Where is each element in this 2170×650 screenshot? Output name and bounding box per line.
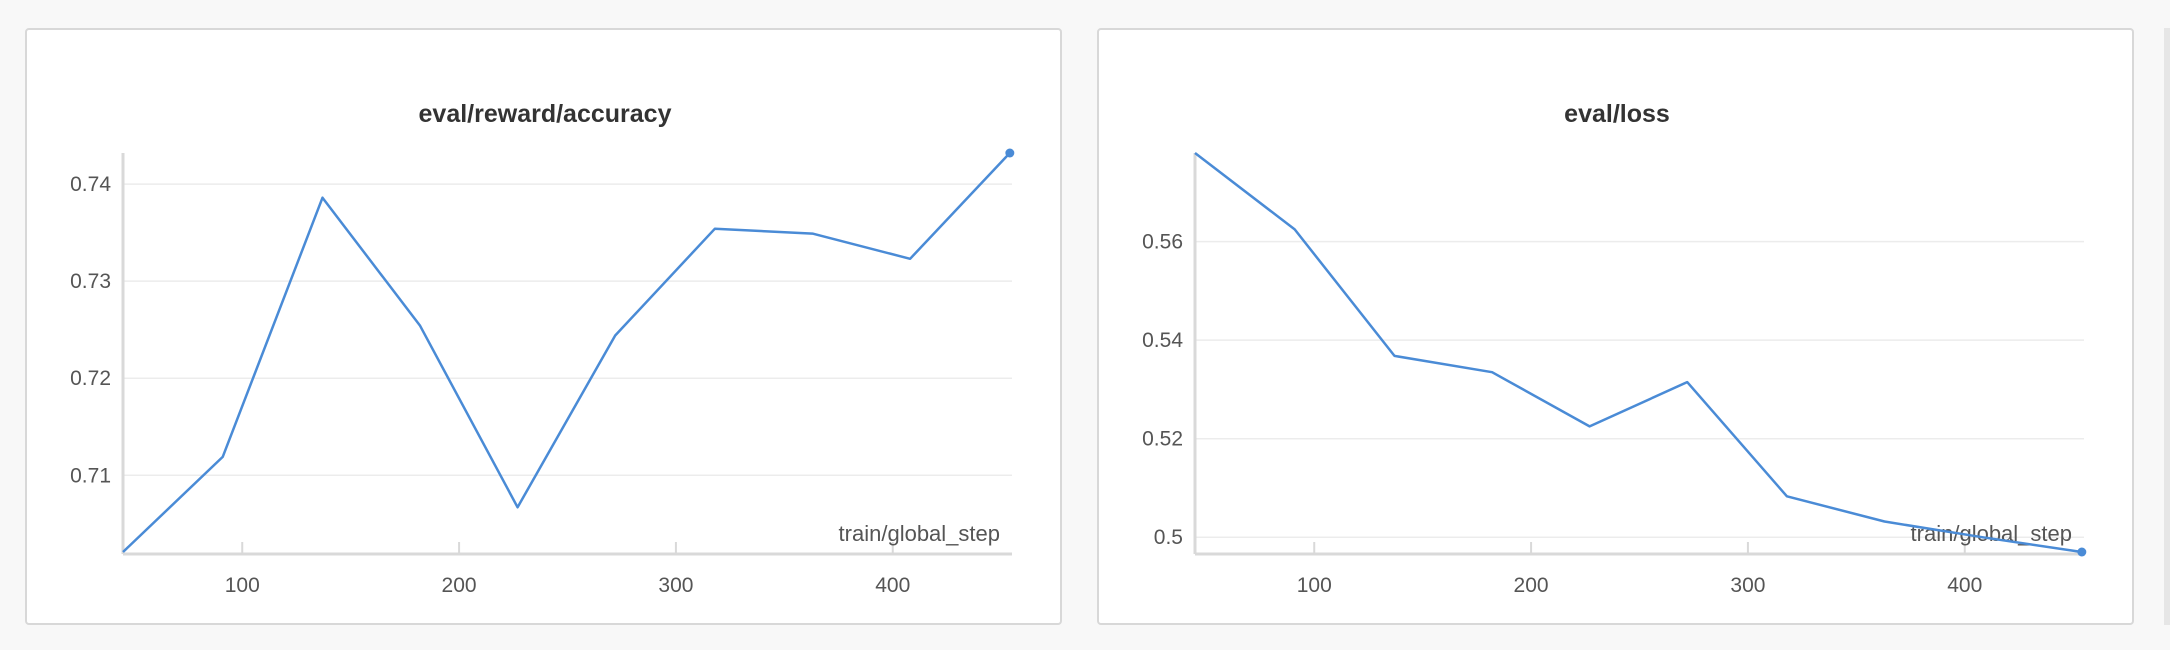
- y-tick-label: 0.54: [1142, 329, 1183, 352]
- x-tick-label: 100: [1297, 574, 1332, 597]
- x-tick-label: 300: [658, 574, 693, 597]
- x-axis-label: train/global_step: [839, 521, 1000, 546]
- y-tick-label: 0.74: [70, 173, 111, 196]
- x-tick-label: 400: [875, 574, 910, 597]
- x-tick-label: 100: [225, 574, 260, 597]
- x-axis-label: train/global_step: [1911, 521, 2072, 546]
- chart-svg-accuracy: eval/reward/accuracy 0.71 0.72 0.73 0.74 100…: [70, 100, 1015, 597]
- scrollbar[interactable]: [2164, 28, 2170, 625]
- last-point-marker[interactable]: [2077, 547, 2087, 557]
- chart-svg-loss: eval/loss 0.5 0.52 0.54 0.56 100 200 300 400 tra…: [1142, 100, 2087, 597]
- series-line[interactable]: [122, 152, 1011, 553]
- y-tick-label: 0.5: [1154, 526, 1183, 549]
- y-tick-label: 0.52: [1142, 428, 1183, 451]
- chart-title: eval/reward/accuracy: [419, 100, 672, 128]
- y-tick-label: 0.72: [70, 367, 111, 390]
- last-point-marker[interactable]: [1005, 148, 1015, 158]
- x-tick-label: 300: [1730, 574, 1765, 597]
- chart-panel-accuracy[interactable]: eval/reward/accuracy 0.71 0.72 0.73 0.74 100…: [25, 28, 1062, 625]
- y-tick-label: 0.56: [1142, 231, 1183, 254]
- y-tick-label: 0.71: [70, 464, 111, 487]
- x-tick-label: 400: [1947, 574, 1982, 597]
- x-tick-label: 200: [1514, 574, 1549, 597]
- x-tick-label: 200: [442, 574, 477, 597]
- chart-title: eval/loss: [1564, 100, 1670, 128]
- y-tick-label: 0.73: [70, 270, 111, 293]
- series-line[interactable]: [1194, 152, 2082, 554]
- chart-panel-loss[interactable]: eval/loss 0.5 0.52 0.54 0.56 100 200 300 400 tra…: [1097, 28, 2134, 625]
